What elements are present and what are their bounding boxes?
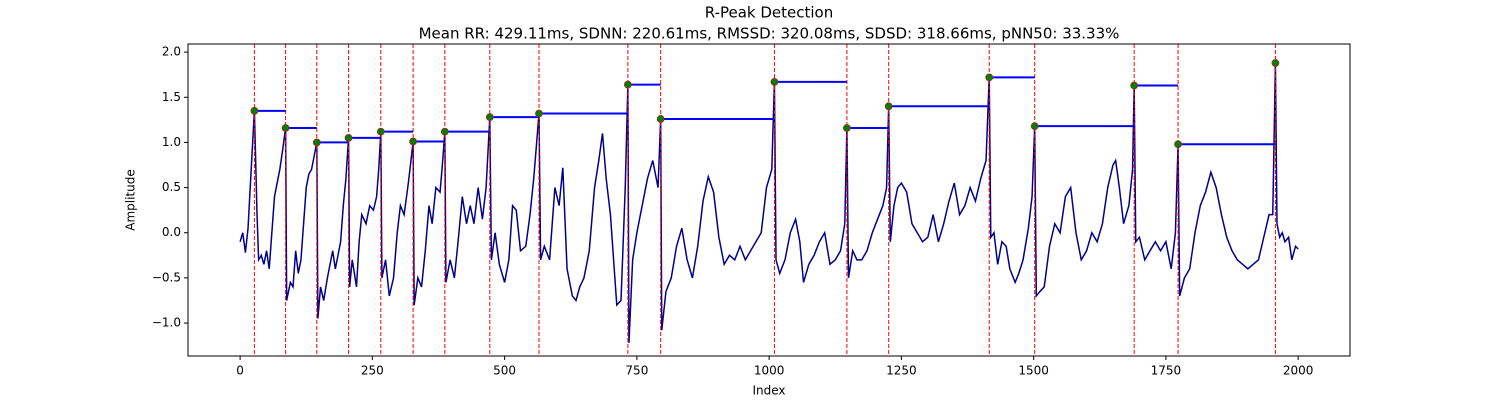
x-tick-label: 1750 <box>1151 364 1182 378</box>
y-tick-label: 2.0 <box>162 45 181 59</box>
peak-point <box>656 115 665 123</box>
peak-point <box>1271 59 1280 67</box>
chart-title: R-Peak Detection <box>705 4 833 22</box>
peak-point <box>344 134 353 142</box>
peak-point <box>250 106 259 115</box>
y-axis-label: Amplitude <box>124 169 138 231</box>
peak-point <box>985 73 994 82</box>
peak-point <box>376 127 385 136</box>
x-tick-label: 1500 <box>1018 364 1049 378</box>
y-tick-label: −1.0 <box>152 316 181 330</box>
peak-point <box>1130 81 1139 90</box>
y-tick-label: 1.5 <box>162 90 181 104</box>
x-tick-label: 750 <box>625 364 648 378</box>
x-tick-label: 0 <box>236 364 244 378</box>
y-tick-label: 0.0 <box>162 225 181 239</box>
peak-point <box>770 78 779 86</box>
y-tick-label: −0.5 <box>152 270 181 284</box>
peak-point <box>623 80 632 89</box>
peak-point <box>409 137 417 146</box>
peak-point <box>1174 140 1182 149</box>
x-tick-label: 250 <box>361 364 384 378</box>
peak-point <box>485 113 494 122</box>
x-tick-label: 1250 <box>886 364 917 378</box>
y-tick-label: 1.0 <box>162 135 181 149</box>
peak-point <box>1030 122 1039 131</box>
peak-point <box>312 138 321 147</box>
x-tick-label: 1000 <box>754 364 785 378</box>
x-axis-label: Index <box>752 384 785 398</box>
x-tick-label: 2000 <box>1283 364 1314 378</box>
peak-point <box>884 102 893 111</box>
x-tick-label: 500 <box>493 364 516 378</box>
y-tick-label: 0.5 <box>162 180 181 194</box>
chart-subtitle: Mean RR: 429.11ms, SDNN: 220.61ms, RMSSD… <box>419 25 1120 43</box>
peak-point <box>842 124 851 132</box>
peak-point <box>440 127 449 136</box>
signal-line <box>239 62 1299 343</box>
plot-frame <box>187 43 1351 357</box>
peak-point <box>281 124 290 132</box>
peak-point <box>535 109 543 118</box>
